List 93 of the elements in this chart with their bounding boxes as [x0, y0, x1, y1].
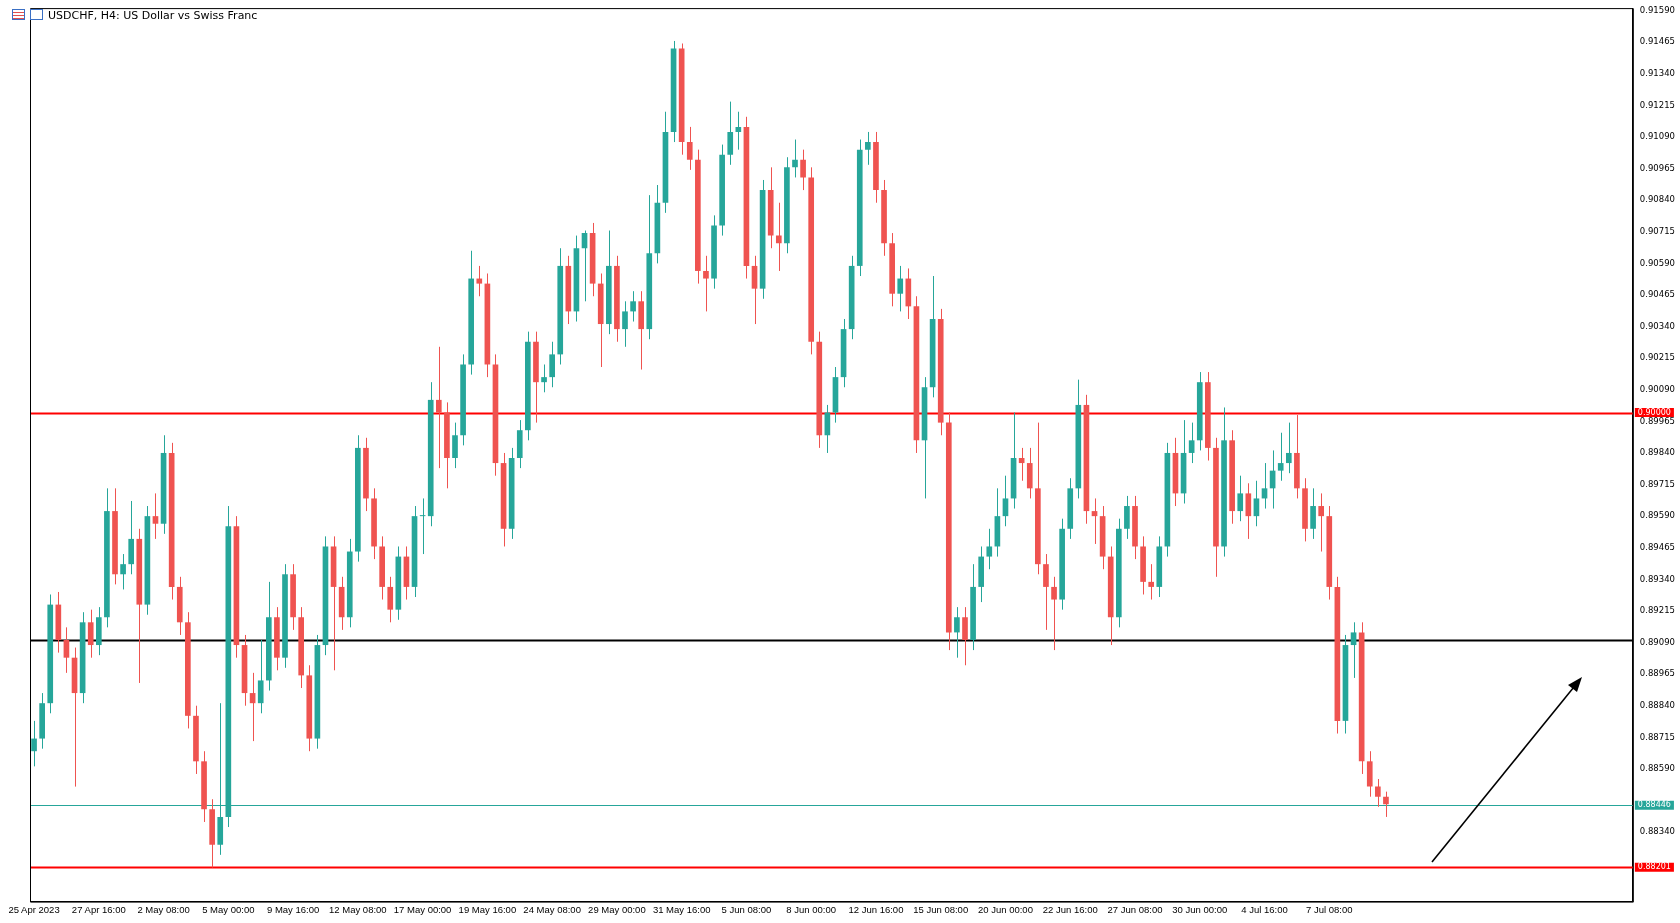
ref-line-label: 0.88446: [1637, 800, 1671, 810]
candlestick: [1237, 475, 1244, 522]
x-tick-label: 19 May 16:00: [458, 903, 517, 915]
y-tick-label: 0.88340: [1639, 826, 1676, 837]
candlestick: [775, 202, 782, 272]
x-tick-label: 29 May 00:00: [588, 903, 646, 915]
candlestick: [962, 606, 968, 666]
y-tick-label: 0.88590: [1639, 763, 1676, 774]
y-tick-label: 0.90965: [1639, 162, 1676, 173]
x-tick-label: 8 Jun 00:00: [786, 903, 837, 915]
ref-line-label: 0.90000: [1637, 407, 1671, 417]
candlestick: [476, 265, 483, 297]
y-tick-label: 0.88840: [1639, 699, 1676, 710]
y-tick-label: 0.89340: [1639, 573, 1676, 584]
y-tick-label: 0.88965: [1639, 668, 1676, 679]
candlestick: [1277, 432, 1284, 482]
candlestick: [541, 363, 547, 393]
y-tick-label: 0.89465: [1639, 541, 1676, 552]
y-tick-label: 0.88715: [1639, 731, 1676, 742]
x-tick-label: 12 Jun 16:00: [848, 903, 904, 915]
y-tick-label: 0.89840: [1639, 447, 1676, 458]
y-tick-label: 0.90215: [1639, 352, 1676, 363]
x-tick-label: 20 Jun 00:00: [978, 903, 1033, 915]
candlestick: [1124, 495, 1130, 540]
candlestick: [954, 606, 960, 659]
y-tick-label: 0.89090: [1639, 636, 1676, 647]
candlestick: [1148, 563, 1155, 601]
y-tick-label: 0.89715: [1639, 478, 1676, 489]
candlestick: [1043, 553, 1049, 631]
x-tick-label: 31 May 16:00: [652, 903, 711, 915]
candlestick: [435, 346, 442, 469]
candlestick: [120, 553, 126, 590]
y-tick-label: 0.90715: [1639, 225, 1676, 236]
candlestick: [1002, 475, 1009, 527]
x-tick-label: 30 Jun 00:00: [1172, 903, 1228, 915]
candlestick: [1318, 492, 1325, 553]
candlestick: [549, 341, 555, 388]
y-tick-label: 0.89965: [1639, 415, 1676, 426]
ref-line-label: 0.88201: [1637, 862, 1671, 872]
y-tick-label: 0.90840: [1639, 194, 1676, 205]
x-tick-label: 7 Jul 08:00: [1306, 903, 1353, 915]
y-tick-label: 0.91215: [1639, 99, 1676, 110]
x-tick-label: 25 Apr 2023: [8, 903, 60, 915]
candlestick: [1051, 576, 1057, 651]
candlestick: [1350, 621, 1357, 679]
y-tick-label: 0.90340: [1639, 320, 1676, 331]
y-tick-label: 0.91590: [1639, 4, 1676, 15]
candlestick: [1188, 422, 1195, 464]
x-tick-label: 22 Jun 16:00: [1042, 903, 1098, 915]
candlestick: [897, 265, 904, 312]
candlestick: [152, 492, 159, 540]
y-tick-label: 0.90090: [1639, 383, 1676, 394]
candlestick: [452, 422, 458, 469]
candlestick: [387, 576, 394, 623]
y-tick-label: 0.89590: [1639, 510, 1676, 521]
candlestick: [703, 255, 709, 312]
candlestick: [1245, 482, 1252, 540]
x-tick-label: 12 May 08:00: [329, 903, 387, 915]
x-tick-label: 27 Jun 08:00: [1107, 903, 1163, 915]
candlestick: [686, 126, 693, 171]
y-tick-label: 0.89215: [1639, 605, 1676, 616]
candlestick: [31, 720, 37, 767]
candlestick: [622, 300, 628, 348]
candlestick: [87, 609, 94, 659]
candlestick: [630, 290, 636, 323]
candlestick: [63, 626, 70, 674]
x-tick-label: 17 May 00:00: [393, 903, 452, 915]
y-tick-label: 0.90590: [1639, 257, 1676, 268]
x-tick-label: 2 May 08:00: [137, 903, 190, 915]
x-tick-label: 5 May 00:00: [202, 903, 255, 915]
x-tick-label: 27 Apr 16:00: [71, 903, 126, 915]
candlestick: [800, 149, 806, 191]
candlestick: [1285, 422, 1292, 474]
y-tick-label: 0.91090: [1639, 131, 1676, 142]
y-tick-label: 0.91340: [1639, 68, 1676, 79]
candlestick: [257, 639, 264, 714]
candlestick: [1383, 791, 1389, 818]
x-tick-label: 24 May 08:00: [523, 903, 581, 915]
x-tick-label: 15 Jun 08:00: [913, 903, 969, 915]
candlestick: [727, 101, 734, 166]
candlestick: [792, 139, 798, 178]
x-tick-label: 5 Jun 08:00: [721, 903, 772, 915]
y-tick-label: 0.91465: [1639, 36, 1676, 47]
candlestick: [1375, 778, 1381, 808]
x-tick-label: 9 May 16:00: [266, 903, 320, 915]
candlestick: [1253, 480, 1260, 527]
x-tick-label: 4 Jul 16:00: [1241, 903, 1288, 915]
candlestick: [735, 111, 742, 151]
candlestick: [1310, 487, 1316, 540]
chart-title: USDCHF, H4: US Dollar vs Swiss Franc: [48, 9, 258, 22]
candlestick: [865, 131, 871, 166]
y-tick-label: 0.90465: [1639, 289, 1676, 300]
candlestick: [986, 528, 993, 570]
